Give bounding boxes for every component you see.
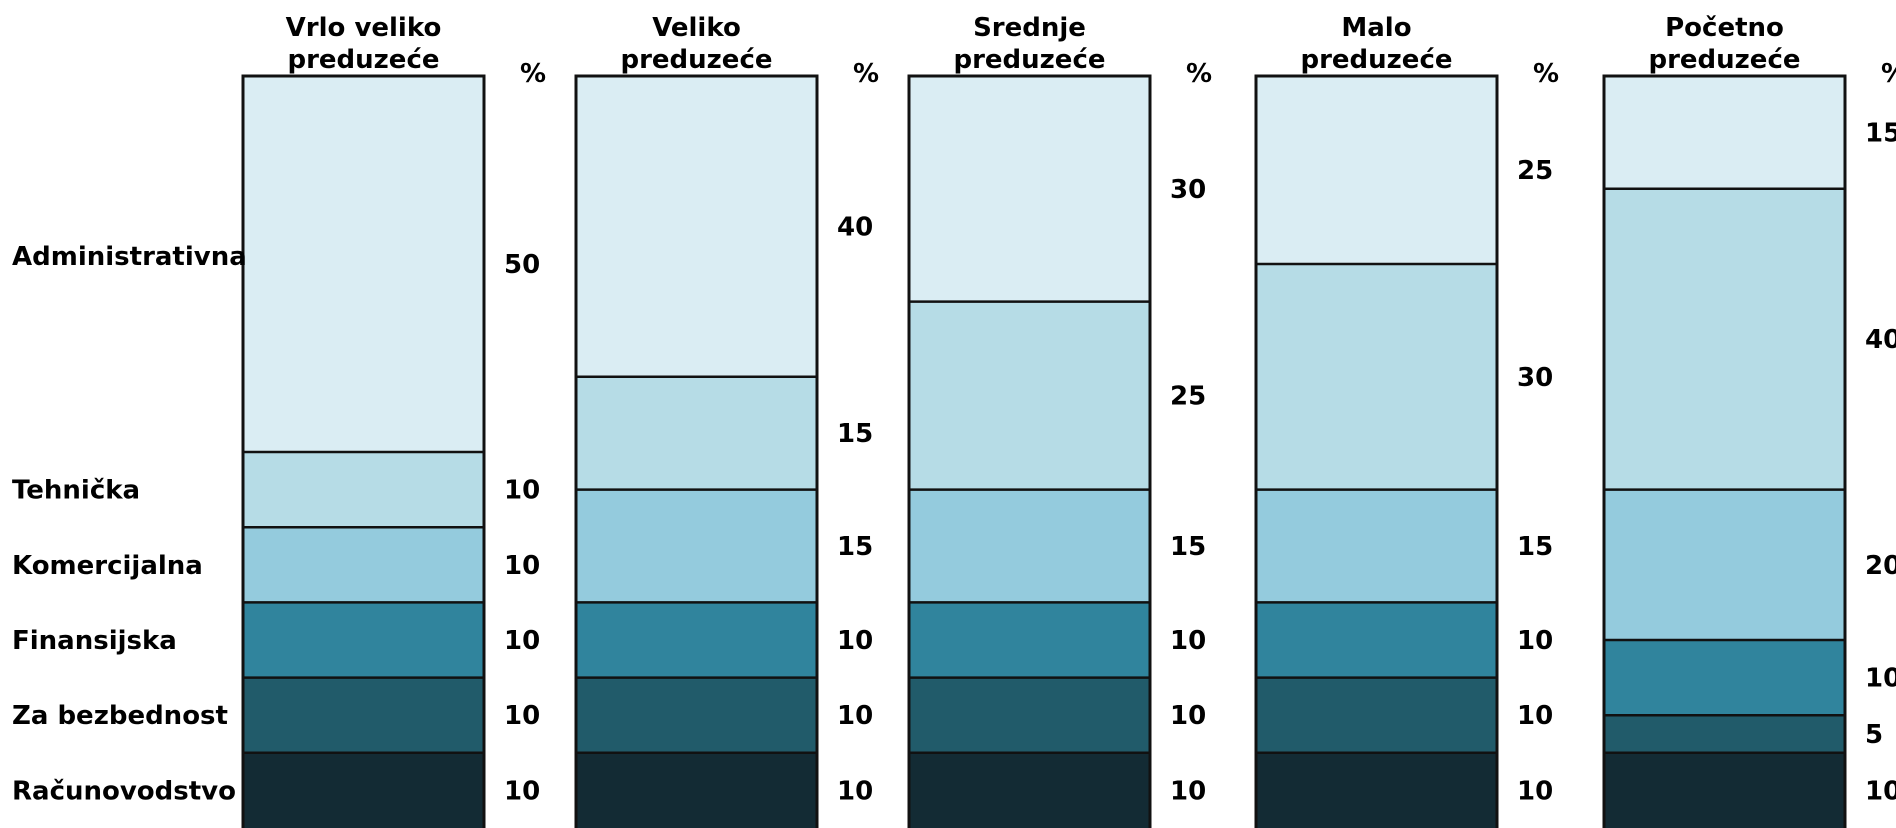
value-label: 15 xyxy=(837,532,873,562)
value-label: 10 xyxy=(1170,701,1206,731)
value-label: 10 xyxy=(1517,701,1553,731)
column-header: preduzeće xyxy=(953,45,1105,75)
bar-segment xyxy=(576,677,817,753)
bar-segment xyxy=(909,301,1150,490)
value-label: 25 xyxy=(1170,382,1206,412)
bar-segment xyxy=(1256,677,1497,753)
bar-outline xyxy=(241,74,486,828)
series-label: Računovodstvo xyxy=(12,776,236,806)
bar-segment xyxy=(1256,602,1497,678)
bar-segment xyxy=(1604,188,1845,490)
value-labels: 10 10 10 10 10 50 10 10 10 15 15 40 10 10 10 15 25 30 10 10… xyxy=(504,118,1896,806)
bar-segment xyxy=(1256,489,1497,603)
bar-segment xyxy=(909,489,1150,603)
bar-segment xyxy=(1256,752,1497,828)
bar-segment xyxy=(243,602,484,678)
bar-segment xyxy=(243,527,484,603)
bar-segment xyxy=(576,76,817,377)
column-header: preduzeće xyxy=(620,45,772,75)
column-header: preduzeće xyxy=(287,45,439,75)
value-label: 10 xyxy=(1865,776,1896,806)
value-label: 10 xyxy=(837,626,873,656)
series-label: Komercijalna xyxy=(12,551,203,581)
bar-segment xyxy=(909,76,1150,302)
value-label: 10 xyxy=(1517,776,1553,806)
value-label: 10 xyxy=(504,551,540,581)
bar-segment xyxy=(576,489,817,603)
bar-segment xyxy=(1604,752,1845,828)
value-label: 30 xyxy=(1517,363,1553,393)
value-label: 15 xyxy=(837,419,873,449)
percent-unit-label: % xyxy=(1881,59,1896,89)
column-header: Početno xyxy=(1665,13,1784,43)
value-label: 10 xyxy=(837,701,873,731)
column-header: Srednje xyxy=(973,13,1086,43)
bar-segment xyxy=(909,752,1150,828)
value-label: 10 xyxy=(1517,626,1553,656)
value-label: 20 xyxy=(1865,551,1896,581)
value-label: 10 xyxy=(1865,664,1896,694)
value-label: 10 xyxy=(837,776,873,806)
bar-segment xyxy=(576,376,817,490)
series-label: Administrativna xyxy=(12,242,247,272)
value-label: 10 xyxy=(504,626,540,656)
bar-segment xyxy=(576,752,817,828)
value-label: 5 xyxy=(1865,720,1883,750)
bar-segment xyxy=(1604,715,1845,753)
column-header: preduzeće xyxy=(1648,45,1800,75)
percent-unit-label: % xyxy=(520,59,546,89)
value-label: 15 xyxy=(1517,532,1553,562)
bar-segment xyxy=(243,752,484,828)
bar-segment xyxy=(1604,489,1845,640)
value-label: 40 xyxy=(1865,325,1896,355)
column-header: Veliko xyxy=(652,13,741,43)
bar-segment xyxy=(243,76,484,452)
bar-segment xyxy=(576,602,817,678)
value-label: 30 xyxy=(1170,175,1206,205)
series-label: Za bezbednost xyxy=(12,701,228,731)
bar-segment xyxy=(1604,76,1845,189)
bar-outline xyxy=(907,74,1152,828)
segment-borders xyxy=(241,74,1847,828)
value-label: 10 xyxy=(1170,626,1206,656)
value-label: 10 xyxy=(504,776,540,806)
value-label: 40 xyxy=(837,212,873,242)
bar-segment xyxy=(243,677,484,753)
value-label: 15 xyxy=(1865,118,1896,148)
bar-segment xyxy=(909,602,1150,678)
percent-unit-label: % xyxy=(853,59,879,89)
bar-segment xyxy=(1604,640,1845,716)
bar-outline xyxy=(574,74,819,828)
bar-segment xyxy=(1256,76,1497,264)
series-label: Tehnička xyxy=(12,476,140,506)
percent-unit-label: % xyxy=(1533,59,1559,89)
bar-outline xyxy=(1602,74,1847,828)
bars-group xyxy=(243,76,1845,828)
bar-segment xyxy=(909,677,1150,753)
series-label: Finansijska xyxy=(12,626,177,656)
value-label: 10 xyxy=(504,476,540,506)
value-label: 10 xyxy=(1170,776,1206,806)
column-header: Vrlo veliko xyxy=(286,13,442,43)
value-label: 15 xyxy=(1170,532,1206,562)
value-label: 50 xyxy=(504,250,540,280)
value-label: 25 xyxy=(1517,156,1553,186)
percent-unit-label: % xyxy=(1186,59,1212,89)
column-header: preduzeće xyxy=(1300,45,1452,75)
column-header: Malo xyxy=(1341,13,1411,43)
bar-segment xyxy=(1256,264,1497,490)
bar-outline xyxy=(1254,74,1499,828)
value-label: 10 xyxy=(504,701,540,731)
series-labels: Računovodstvo Za bezbednost Finansijska Kom… xyxy=(12,242,247,806)
bar-segment xyxy=(243,452,484,528)
